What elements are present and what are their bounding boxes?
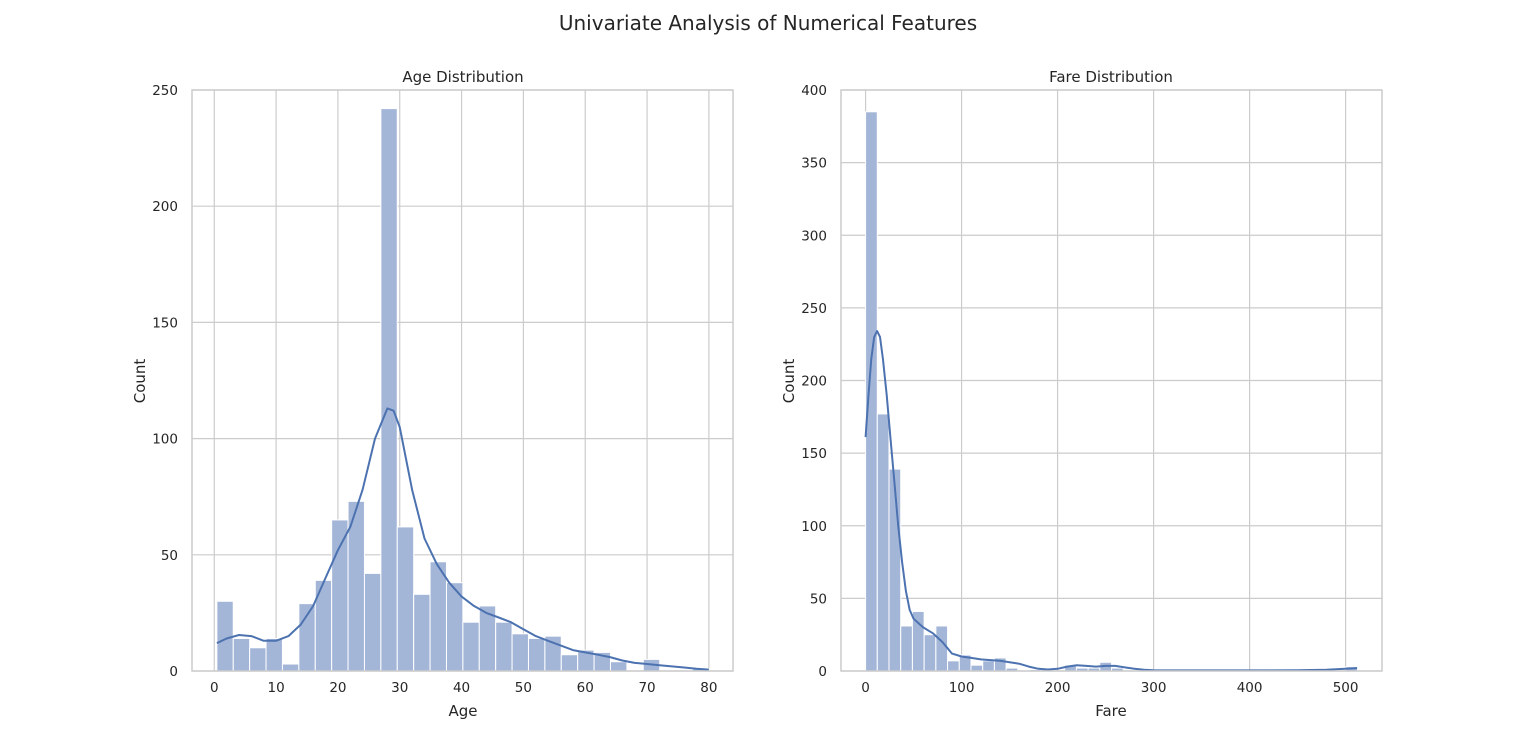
- age-x-tick-label: 20: [329, 680, 346, 696]
- age-panel-title: Age Distribution: [402, 68, 523, 86]
- fare-x-tick-label: 0: [861, 680, 870, 696]
- age-x-axis-label: Age: [448, 702, 477, 720]
- fare-y-tick-label: 100: [801, 519, 827, 535]
- age-histogram-bar: [331, 519, 349, 672]
- fare-y-axis-label: Count: [780, 359, 798, 404]
- fare-x-axis-label: Fare: [1095, 702, 1127, 720]
- fare-y-tick-label: 350: [801, 156, 827, 172]
- fare-y-tick-label: 0: [818, 664, 827, 680]
- age-kde-curve: [216, 407, 709, 671]
- fare-panel-title: Fare Distribution: [1049, 68, 1173, 86]
- fare-histogram-bar: [982, 660, 995, 672]
- age-histogram-bar: [429, 561, 447, 672]
- age-x-tick-label: 0: [210, 680, 219, 696]
- age-x-tick-label: 30: [391, 680, 408, 696]
- age-y-tick-label: 0: [169, 664, 178, 680]
- age-y-tick-label: 200: [152, 199, 178, 215]
- fare-histogram-bar: [888, 468, 902, 672]
- age-x-tick-label: 80: [700, 680, 717, 696]
- age-histogram-bar: [265, 637, 283, 672]
- age-x-tick-label: 40: [453, 680, 470, 696]
- age-histogram-bar: [216, 600, 234, 672]
- fare-histogram-bar: [876, 413, 890, 672]
- age-histogram-bar: [560, 654, 579, 672]
- age-histogram-bar: [363, 572, 382, 672]
- age-histogram-bar: [396, 526, 415, 672]
- age-histogram-bar: [380, 108, 398, 672]
- fare-histogram-bar: [923, 634, 937, 672]
- age-x-tick-label: 10: [267, 680, 284, 696]
- age-histogram-bar: [413, 593, 431, 672]
- age-x-tick-label: 50: [515, 680, 532, 696]
- fare-axes-frame: [840, 89, 1383, 672]
- fare-x-tick-label: 500: [1333, 680, 1359, 696]
- age-y-tick-label: 50: [161, 548, 178, 564]
- age-histogram-bar: [511, 633, 529, 672]
- fare-histogram-bar: [935, 625, 949, 672]
- fare-histogram-bar: [947, 660, 960, 672]
- age-x-tick-label: 70: [638, 680, 655, 696]
- figure-suptitle: Univariate Analysis of Numerical Feature…: [559, 11, 977, 35]
- age-histogram-bar: [527, 637, 546, 672]
- fare-y-tick-label: 300: [801, 228, 827, 244]
- age-x-tick-label: 60: [577, 680, 594, 696]
- fare-histogram-bar: [900, 625, 913, 672]
- age-y-tick-label: 100: [152, 432, 178, 448]
- fare-x-tick-label: 400: [1237, 680, 1263, 696]
- age-y-axis-label: Count: [131, 359, 149, 404]
- fare-y-tick-label: 200: [801, 374, 827, 390]
- fare-x-tick-label: 100: [949, 680, 975, 696]
- age-y-tick-label: 150: [152, 315, 178, 331]
- age-histogram-bar: [462, 621, 480, 672]
- age-y-tick-label: 250: [152, 83, 178, 99]
- age-axes-frame: [191, 89, 734, 672]
- fare-histogram-bar: [970, 664, 984, 672]
- fare-y-tick-label: 400: [801, 83, 827, 99]
- fare-y-tick-label: 50: [810, 591, 827, 607]
- age-distribution-panel: 0 10 20 30 40 50 60 70 80 0 50 100 150 200 250 Age Dis…: [131, 68, 734, 720]
- fare-x-tick-label: 200: [1045, 680, 1071, 696]
- fare-distribution-panel: 0 100 200 300 400 500 0 50 100 150 200 250 300 350 400…: [780, 68, 1383, 720]
- fare-histogram-bar: [865, 111, 878, 672]
- fare-y-tick-label: 250: [801, 301, 827, 317]
- age-histogram-bar: [249, 647, 267, 672]
- fare-kde-curve: [864, 330, 1358, 672]
- fare-y-tick-label: 150: [801, 446, 827, 462]
- age-histogram-bar: [232, 637, 251, 672]
- age-histogram-bar: [495, 621, 513, 672]
- fare-x-tick-label: 300: [1141, 680, 1167, 696]
- age-histogram-bar: [281, 663, 300, 672]
- age-histogram-bar: [609, 661, 628, 672]
